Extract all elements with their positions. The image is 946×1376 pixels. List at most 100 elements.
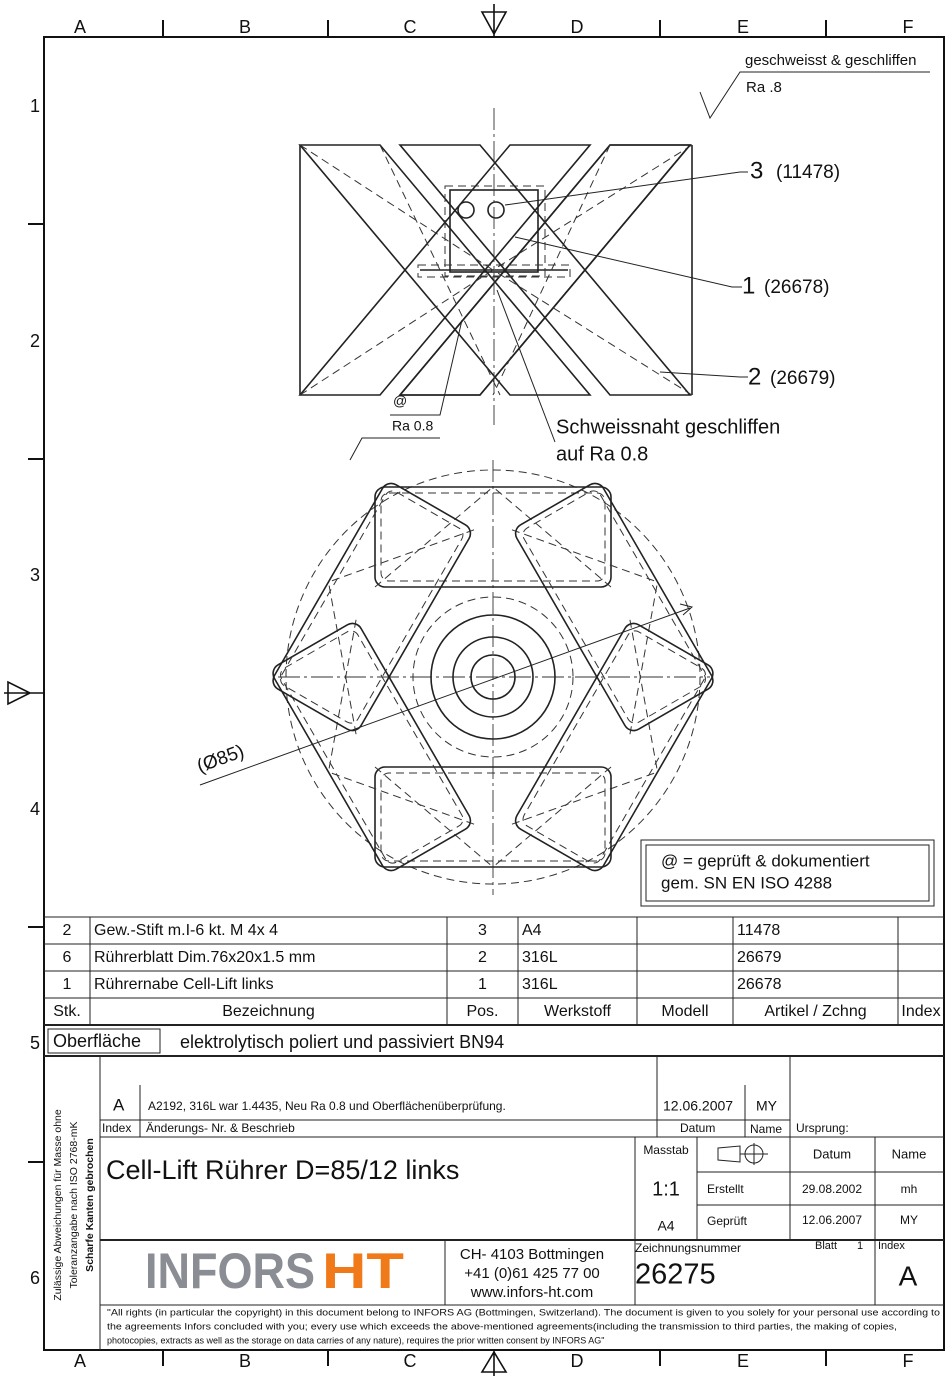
column-label: D: [571, 17, 584, 37]
table-cell: 1: [478, 976, 487, 993]
table-cell: 316L: [522, 949, 558, 966]
drawing-number-label: Zeichnungsnummer: [635, 1241, 741, 1255]
company-logo: INFORS: [145, 1243, 315, 1299]
leader-lines: [349, 171, 748, 461]
side-note: Scharfe Kanten gebrochen: [84, 1138, 96, 1272]
table-cell: 316L: [522, 976, 558, 993]
blade: [374, 766, 612, 868]
blade-edge: [522, 490, 706, 724]
column-label: B: [239, 17, 251, 37]
surface-process: geschweisst & geschliffen: [745, 52, 916, 69]
approval-header: Name: [892, 1146, 927, 1161]
column-label: B: [239, 1351, 251, 1371]
column-label: F: [903, 1351, 914, 1371]
blade: [272, 482, 475, 735]
callout-article: (26678): [764, 277, 830, 298]
blade: [511, 482, 714, 735]
table-header: Stk.: [53, 1003, 81, 1020]
callout-item: 1: [742, 272, 755, 299]
copyright: "All rights (in particular the copyright…: [107, 1307, 940, 1317]
scale-format: A4: [657, 1218, 674, 1234]
table-header: Modell: [661, 1003, 708, 1020]
side-note: Zulässige Abweichungen für Masse ohne: [52, 1109, 64, 1301]
blade-edge: [522, 630, 706, 864]
revision-header: Datum: [680, 1121, 715, 1135]
weld-roughness: Ra 0.8: [392, 418, 433, 434]
revision-header: Index: [102, 1121, 131, 1135]
column-label: C: [404, 1351, 417, 1371]
diameter-label: (Ø85): [194, 741, 247, 777]
blade-diagonal: [374, 766, 494, 868]
approval-date: 12.06.2007: [802, 1213, 862, 1227]
index-value: A: [899, 1260, 918, 1291]
inspection-note: @ = geprüft & dokumentiert: [661, 851, 870, 870]
row-label: 1: [30, 96, 40, 116]
table-cell: 3: [478, 922, 487, 939]
revision-header: Name: [750, 1122, 782, 1136]
approval-name: MY: [900, 1213, 918, 1227]
blade: [374, 486, 612, 588]
callout-article: (11478): [776, 162, 840, 183]
table-header: Artikel / Zchng: [764, 1003, 866, 1020]
inspection-note: gem. SN EN ISO 4288: [661, 873, 832, 892]
title-block-grid: [99, 1056, 944, 1350]
blade-outline: [374, 766, 612, 868]
blade-outline: [272, 482, 472, 732]
blade-edge: [380, 772, 606, 862]
note-box-inner: [645, 844, 930, 902]
surface-symbol: [699, 71, 930, 120]
scale-label: Masstab: [643, 1143, 689, 1157]
weld-note: Schweissnaht geschliffen: [556, 416, 780, 438]
column-label: A: [74, 1351, 86, 1371]
revision-name: MY: [756, 1098, 778, 1114]
approval-role: Geprüft: [707, 1214, 748, 1228]
blade-outline: [514, 482, 714, 732]
drawing-title: Cell-Lift Rührer D=85/12 links: [106, 1155, 459, 1185]
row-label: 2: [30, 331, 40, 351]
row-label: 5: [30, 1033, 40, 1053]
bottom-view: [199, 460, 714, 895]
border-ticks: [4, 4, 827, 1376]
parts-table-grid: [44, 916, 944, 1026]
row-label: 6: [30, 1268, 40, 1288]
table-cell: 26678: [737, 976, 782, 993]
table-cell: Rührernabe Cell-Lift links: [94, 976, 274, 993]
revision-header: Änderungs- Nr. & Beschrieb: [146, 1121, 295, 1135]
blade-edge: [380, 492, 606, 582]
table-header: Index: [901, 1003, 940, 1020]
revision-index: A: [113, 1095, 125, 1114]
table-cell: 6: [63, 949, 72, 966]
approval-date: 29.08.2002: [802, 1182, 862, 1196]
note-box: [640, 839, 935, 907]
sheet-label: Blatt: [815, 1240, 837, 1252]
blade-outline: [514, 622, 714, 872]
revision-date: 12.06.2007: [663, 1098, 733, 1114]
drawing-number: 26275: [635, 1259, 716, 1291]
side-note: Toleranzangabe nach ISO 2768-mK: [68, 1122, 80, 1289]
weld-mark: @: [393, 393, 407, 409]
approval-name: mh: [901, 1182, 918, 1196]
blade-outline: [374, 486, 612, 588]
blade-edge: [280, 490, 464, 724]
callout-article: (26679): [770, 368, 836, 389]
index-label: Index: [878, 1240, 905, 1252]
table-cell: Gew.-Stift m.I-6 kt. M 4x 4: [94, 922, 278, 939]
table-cell: Rührerblatt Dim.76x20x1.5 mm: [94, 949, 315, 966]
callout-item: 2: [748, 363, 761, 390]
blade-diagonal: [374, 486, 494, 588]
revision-description: A2192, 316L war 1.4435, Neu Ra 0.8 und O…: [148, 1099, 506, 1113]
company-logo-accent: HT: [322, 1243, 404, 1299]
sheet-value: 1: [857, 1240, 863, 1252]
column-label: F: [903, 17, 914, 37]
surface-roughness: Ra .8: [746, 79, 782, 96]
column-label: C: [404, 17, 417, 37]
approval-header: Datum: [813, 1146, 851, 1161]
table-header: Pos.: [466, 1003, 498, 1020]
table-header: Werkstoff: [544, 1003, 612, 1020]
column-label: A: [74, 17, 86, 37]
table-cell: 26679: [737, 949, 782, 966]
company-address: www.infors-ht.com: [470, 1284, 594, 1301]
surface-value: elektrolytisch poliert und passiviert BN…: [180, 1032, 504, 1052]
surface-row: [44, 1028, 944, 1057]
